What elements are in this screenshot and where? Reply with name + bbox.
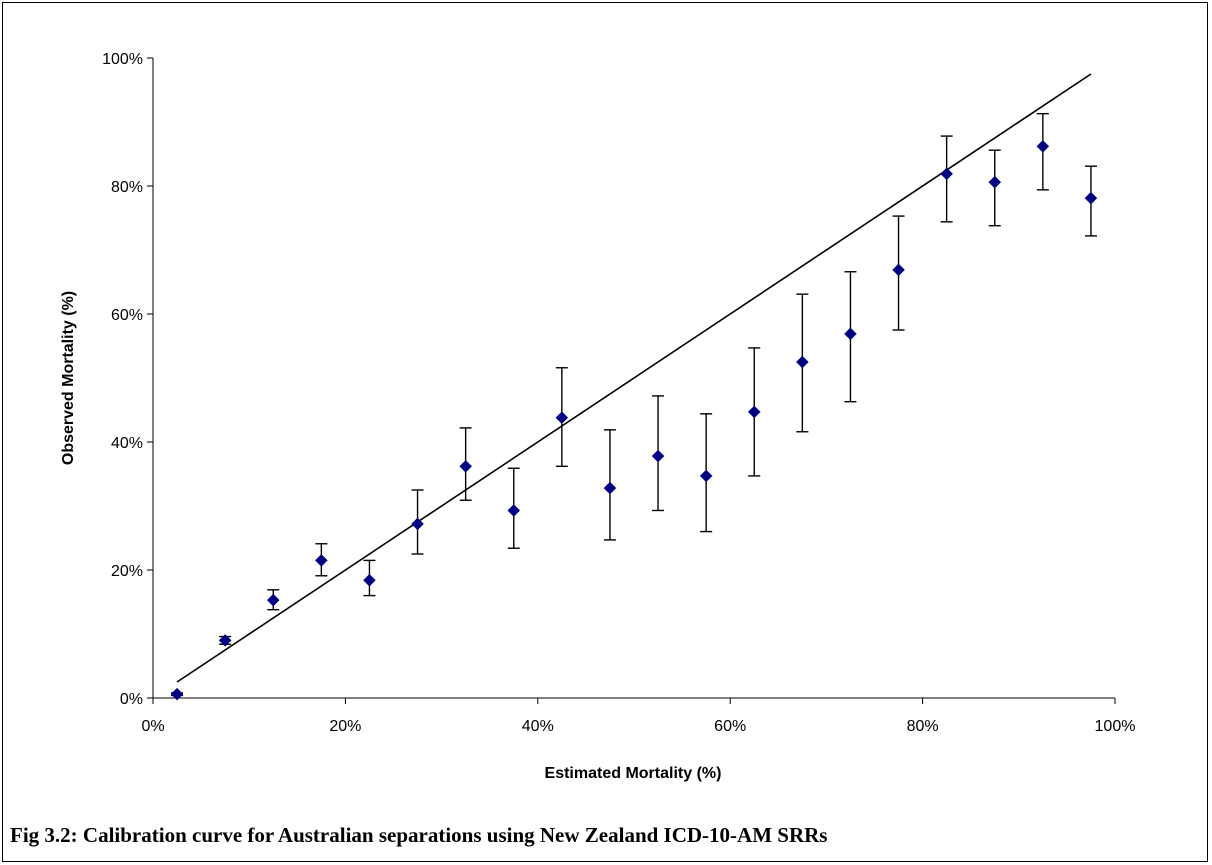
calibration-line — [176, 73, 1092, 683]
y-tick-label: 20% — [111, 563, 143, 580]
data-point-marker — [699, 469, 713, 483]
data-point-marker — [892, 263, 905, 277]
x-tick-label: 100% — [1095, 718, 1136, 735]
data-point-marker — [363, 573, 376, 587]
data-point-group — [747, 347, 761, 477]
y-tick-label: 40% — [111, 435, 143, 452]
data-point-marker — [218, 634, 232, 647]
data-point-marker — [844, 327, 857, 341]
data-point-group — [411, 489, 424, 555]
data-point-marker — [170, 687, 184, 701]
data-point-marker — [555, 411, 569, 425]
x-tick-label: 40% — [522, 718, 554, 735]
reference-line — [176, 73, 1092, 683]
data-point-group — [555, 367, 569, 468]
data-point-marker — [411, 517, 424, 531]
data-point-group — [940, 135, 954, 223]
y-tick-label: 100% — [102, 51, 143, 68]
data-point-group — [892, 215, 905, 331]
data-point-marker — [266, 593, 280, 607]
data-point-marker — [314, 554, 328, 567]
data-point-marker — [988, 175, 1002, 189]
x-tick-label: 20% — [329, 718, 361, 735]
data-point-marker — [747, 405, 761, 419]
data-point-group — [170, 687, 184, 701]
x-tick-label: 0% — [141, 718, 164, 735]
y-tick-label: 80% — [111, 179, 143, 196]
x-tick-label: 60% — [714, 718, 746, 735]
data-point-group — [795, 293, 809, 433]
data-points — [170, 112, 1098, 701]
data-point-group — [459, 427, 473, 501]
data-point-marker — [1036, 139, 1050, 153]
x-tick-label: 80% — [907, 718, 939, 735]
y-tick-label: 60% — [111, 307, 143, 324]
data-point-group — [314, 543, 328, 577]
data-point-marker — [1084, 191, 1098, 205]
data-point-group — [844, 271, 857, 403]
data-point-group — [603, 429, 617, 541]
data-point-marker — [651, 449, 665, 463]
data-point-group — [507, 467, 521, 549]
data-point-marker — [795, 355, 809, 369]
data-point-marker — [459, 459, 473, 473]
data-point-group — [266, 589, 280, 611]
figure-caption: Fig 3.2: Calibration curve for Australia… — [10, 823, 828, 847]
data-point-marker — [507, 504, 521, 517]
data-point-group — [218, 634, 232, 647]
axes: 0% 20% 40% 60% 80% 100% 0% 20% 40% 60% 80% 100% — [102, 51, 1135, 735]
data-point-marker — [603, 481, 617, 495]
data-point-group — [363, 559, 376, 597]
data-point-group — [1036, 112, 1050, 191]
y-tick-label: 0% — [120, 691, 143, 708]
x-axis-title: Estimated Mortality (%) — [545, 765, 722, 782]
data-point-group — [988, 149, 1002, 227]
data-point-marker — [940, 167, 954, 181]
data-point-group — [699, 413, 713, 533]
data-point-group — [1084, 165, 1098, 237]
data-point-group — [651, 395, 665, 512]
y-axis-title: Observed Mortality (%) — [60, 291, 77, 465]
